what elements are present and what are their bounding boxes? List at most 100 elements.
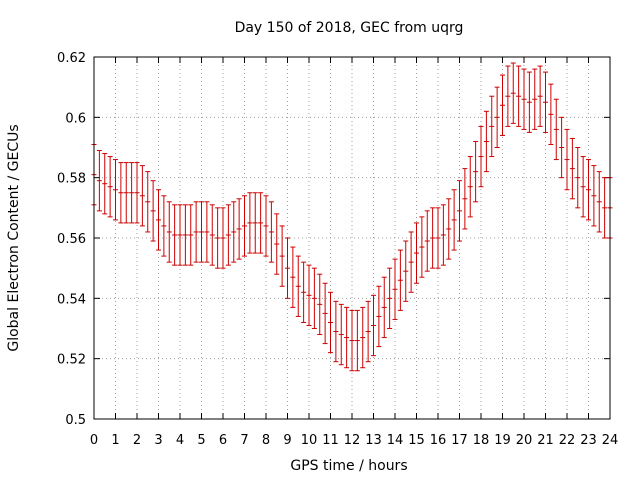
error-bar-point [317,273,323,336]
error-bar-point [268,201,274,263]
error-bar-point [451,189,457,251]
error-bar-point [548,83,554,145]
error-bar-point [360,306,366,369]
error-bar-point [457,180,462,242]
error-bar-point [354,309,360,372]
error-bar-point [489,95,495,158]
error-bar-point [204,201,210,263]
error-bar-point [505,65,511,127]
error-bar-point [150,180,156,242]
error-bar-point [500,74,505,136]
x-tick-label: 6 [219,433,227,448]
error-bar-point [365,300,371,363]
error-bar-point [387,267,393,329]
error-bar-point [188,204,194,266]
x-tick-label: 4 [176,433,184,448]
error-bar-point [521,68,527,130]
error-bar-point [199,201,204,263]
x-tick-label: 3 [154,433,162,448]
error-bar-point [586,159,591,221]
x-tick-label: 1 [111,433,119,448]
error-bar-point [166,201,172,263]
plot-frame [93,56,611,420]
error-bar-point [263,195,269,257]
x-tick-label: 24 [602,433,619,448]
error-bar-point [419,216,425,278]
error-bar-point [134,162,140,224]
error-bar-point [435,207,441,269]
error-bar-point [156,189,161,251]
y-tick-label: 0.62 [57,51,86,66]
error-bar-point [328,291,333,354]
error-bar-point [543,71,548,133]
x-tick-label: 10 [301,433,318,448]
x-tick-label: 19 [494,433,511,448]
error-bar-point [397,249,403,311]
error-bar-point [252,192,258,254]
error-bar-point [430,207,436,269]
error-bar-point [532,68,538,130]
error-bar-point [424,210,430,272]
error-bar-point [569,137,575,200]
error-bar-point [591,165,597,227]
error-bar-point [473,140,479,203]
error-bar-point [107,156,113,218]
error-bar-point [182,204,188,266]
error-bar-point [446,198,452,260]
x-tick-label: 18 [473,433,490,448]
x-tick-label: 12 [344,433,361,448]
error-bar-point [602,177,608,239]
error-bar-point [215,207,221,269]
error-bar-point [139,165,145,227]
error-bar-point [123,162,129,224]
error-bar-point [231,201,237,263]
error-bar-point [322,282,328,345]
error-bar-point [333,300,339,363]
error-bar-point [478,125,484,188]
x-tick-label: 21 [537,433,554,448]
error-bar-point [279,225,285,287]
x-tick-label: 23 [580,433,597,448]
error-bar-point [338,303,344,366]
error-bar-point [129,162,135,224]
error-bar-point [376,285,382,348]
y-tick-label: 0.5 [65,413,86,428]
error-bar-point [371,294,376,357]
error-bar-point [516,65,522,127]
y-axis-label: Global Electron Content / GECUs [6,124,22,351]
error-bar-point [209,204,215,266]
error-bar-point [290,246,296,308]
error-bar-point [118,162,124,224]
y-axis-ticks: 0.5 0.52 0.54 0.56 0.58 0.6 0.62 [57,51,610,428]
error-bar-point [258,192,264,254]
x-tick-label: 13 [365,433,382,448]
x-tick-label: 11 [322,433,339,448]
error-bar-point [483,110,489,173]
error-bar-point [392,258,398,320]
x-tick-label: 0 [90,433,98,448]
error-bar-point [408,231,414,293]
error-bar-point [236,198,242,260]
x-tick-label: 17 [451,433,468,448]
error-bar-series [91,62,613,372]
error-bar-point [403,240,409,302]
x-tick-label: 20 [516,433,533,448]
error-bar-point [113,159,118,221]
x-tick-label: 14 [387,433,404,448]
y-tick-label: 0.56 [57,232,86,247]
error-bar-point [381,276,387,339]
error-bar-point [172,204,178,266]
error-bar-point [145,171,151,233]
error-bar-point [349,309,355,372]
error-bar-point [553,98,559,161]
error-bar-point [414,222,419,284]
error-bar-point [301,261,307,323]
x-tick-label: 5 [197,433,205,448]
x-tick-label: 8 [262,433,270,448]
x-tick-label: 16 [430,433,447,448]
y-tick-label: 0.54 [57,292,86,307]
error-bar-point [306,264,312,326]
x-axis-ticks: 0 1 2 3 4 5 6 7 8 9 10 11 12 13 14 15 16 17 18 19 20 21 22 23 24 [90,57,618,448]
x-axis-label: GPS time / hours [290,458,407,474]
error-bar-point [559,116,565,179]
